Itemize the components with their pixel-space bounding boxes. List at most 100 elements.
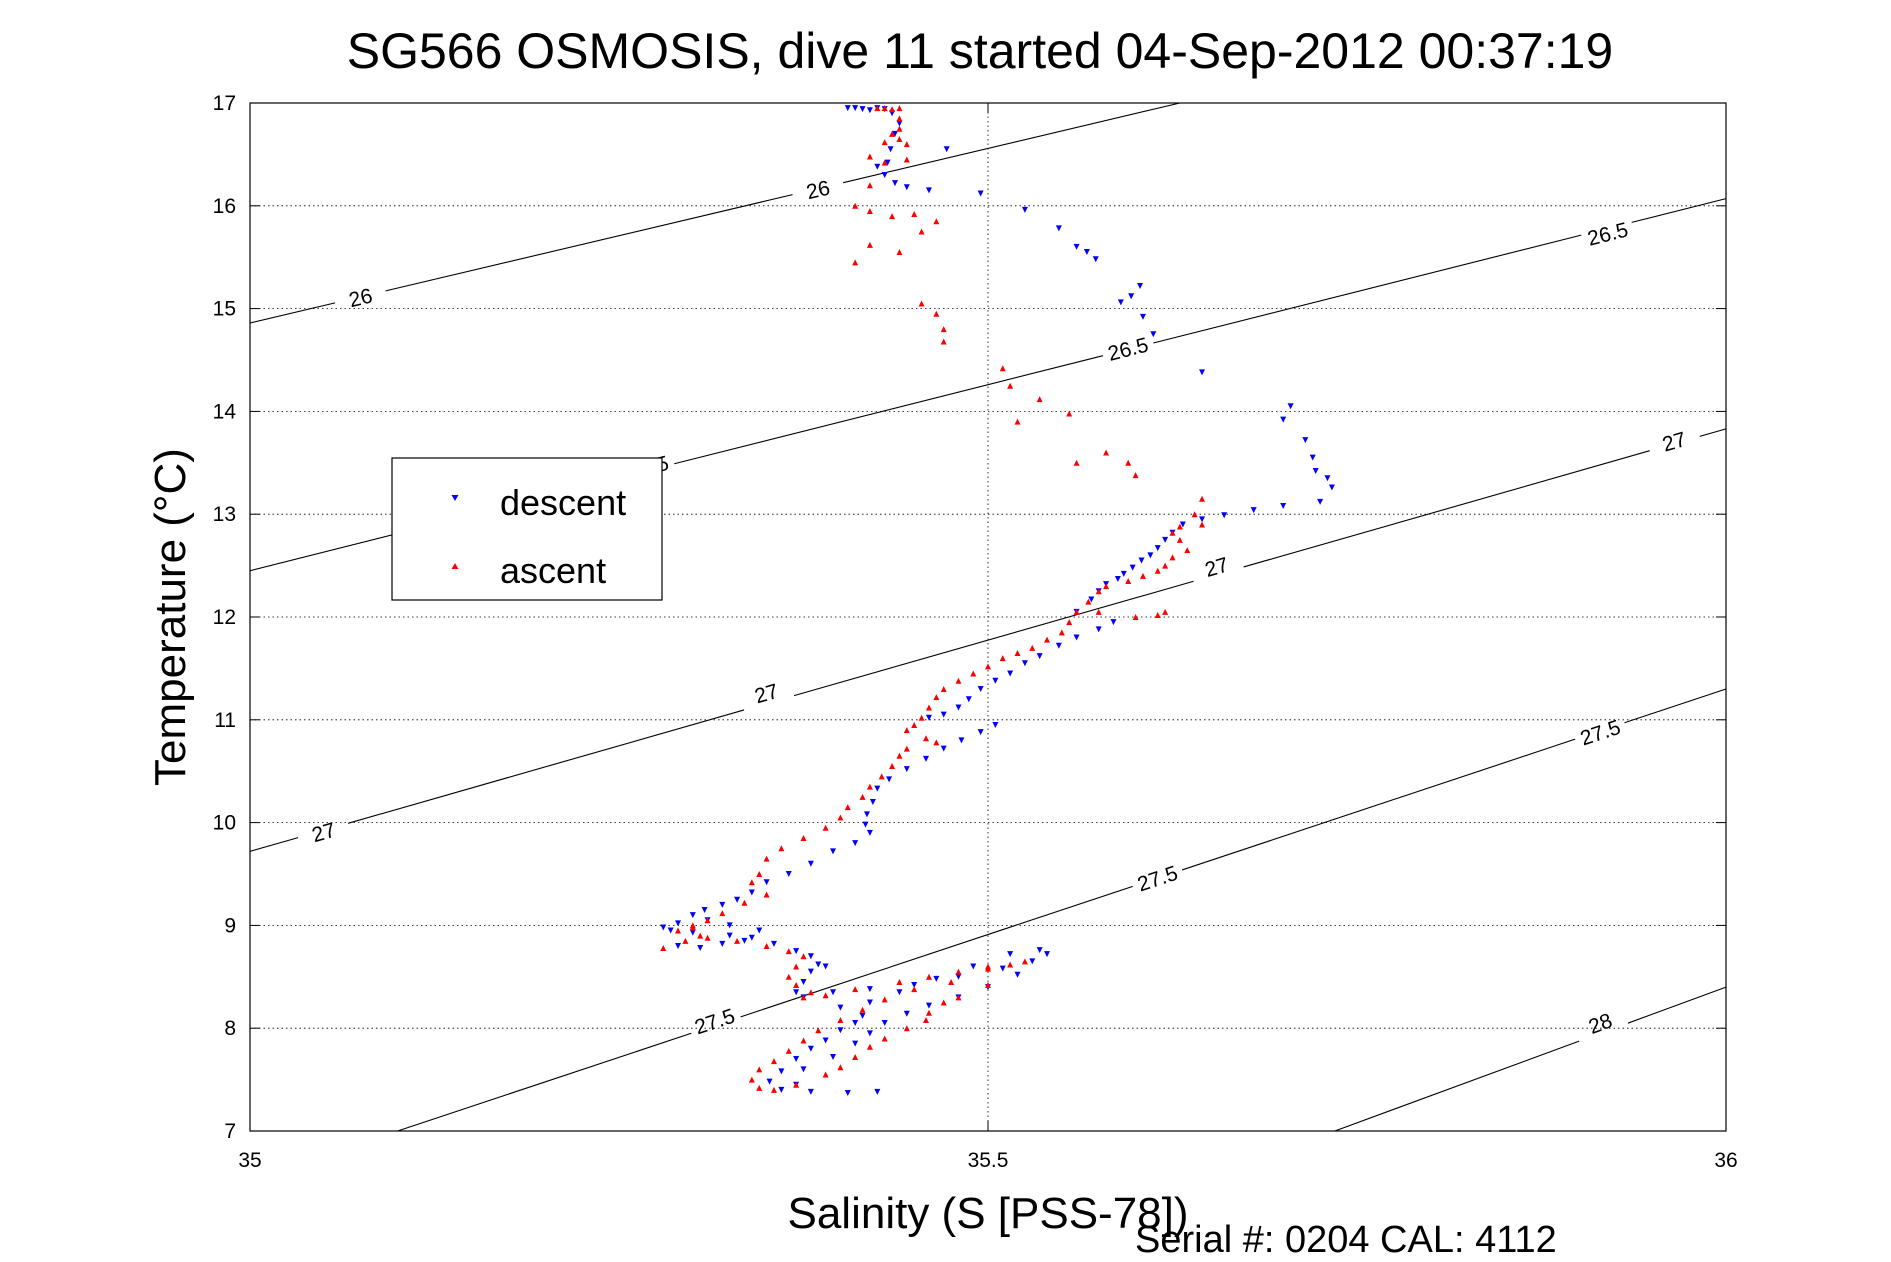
data-point-ascent — [955, 677, 962, 684]
data-point-descent — [1092, 256, 1099, 263]
data-point-ascent — [1169, 554, 1176, 561]
data-point-ascent — [852, 986, 859, 993]
data-point-ascent — [793, 1081, 800, 1088]
data-point-descent — [970, 963, 977, 970]
data-point-descent — [1199, 369, 1206, 376]
series-ascent — [660, 105, 1206, 1093]
data-point-descent — [1139, 313, 1146, 320]
data-point-ascent — [785, 973, 792, 980]
data-point-descent — [903, 766, 910, 773]
data-point-descent — [1302, 437, 1309, 444]
data-point-ascent — [999, 655, 1006, 662]
density-contour-line — [1153, 234, 1582, 344]
data-point-ascent — [878, 773, 885, 780]
y-tick-label: 11 — [214, 709, 236, 732]
data-point-descent — [1137, 282, 1144, 289]
data-point-ascent — [1095, 608, 1102, 615]
data-point-descent — [778, 1068, 785, 1075]
data-point-descent — [793, 989, 800, 996]
data-point-ascent — [881, 105, 888, 112]
data-point-ascent — [1036, 396, 1043, 403]
data-point-ascent — [923, 735, 930, 742]
y-tick-label: 17 — [213, 92, 236, 115]
data-point-ascent — [697, 932, 704, 939]
data-point-descent — [1129, 564, 1136, 571]
data-point-descent — [1021, 206, 1028, 213]
data-point-ascent — [940, 685, 947, 692]
data-point-ascent — [675, 927, 682, 934]
data-point-descent — [892, 130, 899, 137]
data-point-ascent — [1058, 629, 1065, 636]
data-point-ascent — [756, 871, 763, 877]
data-point-ascent — [1162, 562, 1169, 569]
data-point-ascent — [1103, 583, 1110, 590]
data-point-ascent — [925, 1009, 932, 1016]
data-point-descent — [837, 1027, 844, 1034]
data-point-descent — [866, 829, 873, 836]
data-point-ascent — [852, 1053, 859, 1060]
data-point-descent — [862, 821, 869, 828]
data-point-ascent — [748, 1076, 755, 1083]
data-point-descent — [977, 685, 984, 692]
data-point-descent — [822, 1037, 829, 1044]
data-point-ascent — [925, 704, 932, 711]
data-point-descent — [1221, 512, 1228, 519]
data-point-descent — [884, 159, 891, 166]
data-point-descent — [741, 937, 748, 944]
data-point-ascent — [778, 845, 785, 852]
y-tick-label: 7 — [224, 1120, 236, 1143]
data-point-descent — [923, 755, 930, 762]
data-point-descent — [1036, 947, 1043, 954]
data-point-ascent — [896, 115, 903, 122]
data-point-descent — [1147, 552, 1154, 559]
data-point-descent — [852, 1020, 859, 1027]
data-point-descent — [1287, 403, 1294, 410]
density-contour-label: 26 — [347, 284, 375, 312]
data-point-ascent — [923, 1016, 930, 1023]
data-point-ascent — [748, 879, 755, 886]
data-point-ascent — [866, 1043, 873, 1050]
data-point-descent — [911, 982, 918, 989]
data-point-descent — [1199, 516, 1206, 523]
data-point-ascent — [1021, 958, 1028, 965]
data-point-descent — [719, 901, 726, 908]
legend-marker-descent — [451, 495, 459, 501]
data-point-descent — [866, 1030, 873, 1037]
data-point-ascent — [918, 300, 925, 307]
data-point-ascent — [918, 714, 925, 721]
y-tick-label: 9 — [224, 914, 236, 937]
data-point-descent — [859, 1012, 866, 1019]
data-point-ascent — [1066, 619, 1073, 626]
data-point-ascent — [770, 1058, 777, 1065]
density-contour-line — [843, 102, 1181, 184]
data-point-descent — [660, 924, 667, 931]
data-point-descent — [1073, 243, 1080, 250]
x-tick-label: 35 — [238, 1149, 261, 1172]
data-point-descent — [925, 714, 932, 721]
legend-label-descent: descent — [500, 482, 626, 523]
data-point-descent — [1044, 951, 1051, 958]
data-point-descent — [822, 963, 829, 970]
data-point-ascent — [896, 125, 903, 132]
data-point-ascent — [763, 891, 770, 898]
data-point-descent — [1128, 293, 1135, 300]
data-point-ascent — [1085, 598, 1092, 605]
data-point-ascent — [911, 721, 918, 728]
data-point-ascent — [837, 1016, 844, 1023]
data-point-descent — [892, 180, 899, 187]
data-point-ascent — [719, 910, 726, 917]
data-point-ascent — [896, 105, 903, 112]
data-point-descent — [999, 965, 1006, 972]
data-point-descent — [852, 105, 859, 112]
data-point-ascent — [1184, 547, 1191, 554]
data-point-descent — [1324, 475, 1331, 482]
data-point-descent — [1036, 653, 1043, 660]
data-point-ascent — [925, 973, 932, 980]
data-point-ascent — [800, 835, 807, 842]
data-point-ascent — [756, 1084, 763, 1091]
data-point-descent — [763, 879, 770, 886]
data-point-descent — [675, 942, 682, 949]
data-point-ascent — [1191, 511, 1198, 518]
density-contour-line — [1627, 986, 1727, 1024]
